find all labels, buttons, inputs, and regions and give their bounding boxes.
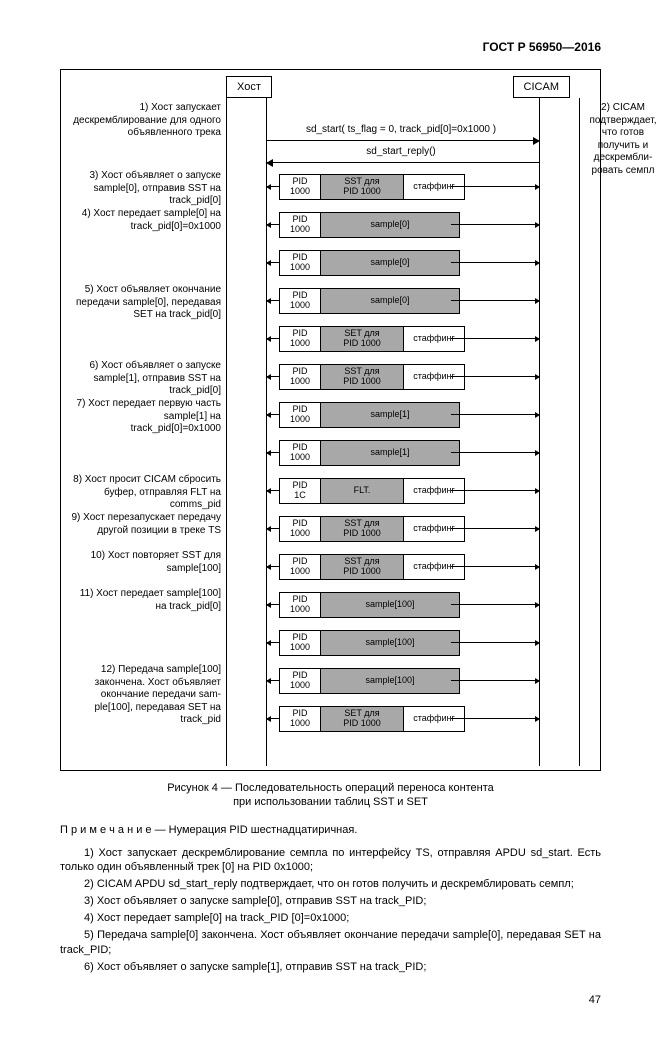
msg-sd-start: sd_start( ts_flag = 0, track_pid[0]=0x10… <box>271 124 531 135</box>
packet-11: PID1000sample[100] <box>279 592 460 618</box>
packet-7: PID1000sample[1] <box>279 440 460 466</box>
step-label-0: 3) Хост объявляет о запуске sample[0], о… <box>71 170 221 208</box>
step-label-11: 11) Хост передает sample[100] на track_p… <box>71 588 221 613</box>
packet-3: PID1000sample[0] <box>279 288 460 314</box>
figure-caption: Рисунок 4 — Последовательность операций … <box>60 781 601 810</box>
step-label-5: 6) Хост объявляет о запуске sample[1], о… <box>71 360 221 398</box>
step-label-10: 10) Хост повторяет SST для sample[100] <box>71 550 221 575</box>
step-label-8: 8) Хост просит CICAM сбросить бу­фер, от… <box>71 474 221 512</box>
packet-6: PID1000sample[1] <box>279 402 460 428</box>
packet-2: PID1000sample[0] <box>279 250 460 276</box>
packet-12: PID1000sample[100] <box>279 630 460 656</box>
body-text: 1) Хост запускает дескремблирование семп… <box>60 846 601 975</box>
actor-host: Хост <box>226 76 272 98</box>
page-number: 47 <box>60 994 601 1006</box>
step-label-3: 5) Хост объявляет окончание передачи sam… <box>71 284 221 322</box>
packet-0: PID1000SST дляPID 1000стаффинг <box>279 174 465 200</box>
sequence-diagram: Хост CICAM 1) Хост запускает дескремблир… <box>60 69 601 771</box>
packet-1: PID1000sample[0] <box>279 212 460 238</box>
packet-14: PID1000SET дляPID 1000стаффинг <box>279 706 465 732</box>
packet-9: PID1000SST дляPID 1000стаффинг <box>279 516 465 542</box>
step-label-9: 9) Хост перезапускает передачу другой по… <box>71 512 221 537</box>
packet-5: PID1000SST дляPID 1000стаффинг <box>279 364 465 390</box>
packet-8: PID1CFLT.стаффинг <box>279 478 465 504</box>
actor-cicam: CICAM <box>513 76 570 98</box>
doc-header: ГОСТ Р 56950—2016 <box>60 40 601 54</box>
step-label-13: 12) Передача sample[100] закончена. Хост… <box>71 664 221 727</box>
packet-10: PID1000SST дляPID 1000стаффинг <box>279 554 465 580</box>
pid-note: П р и м е ч а н и е — Нумерация PID шест… <box>60 824 601 836</box>
note-2: 2) CICAM подтвержда­ет, что готов получи… <box>583 102 661 177</box>
arrow-sd-start-reply <box>267 162 539 163</box>
packet-4: PID1000SET дляPID 1000стаффинг <box>279 326 465 352</box>
packet-13: PID1000sample[100] <box>279 668 460 694</box>
msg-sd-start-reply: sd_start_reply() <box>331 146 471 157</box>
step-label-6: 7) Хост передает первую часть sample[1] … <box>71 398 221 436</box>
step-label-1: 4) Хост передает sample[0] на track_pid­… <box>71 208 221 233</box>
arrow-sd-start <box>267 140 539 141</box>
note-1: 1) Хост запускает дескремблирование для … <box>71 102 221 140</box>
